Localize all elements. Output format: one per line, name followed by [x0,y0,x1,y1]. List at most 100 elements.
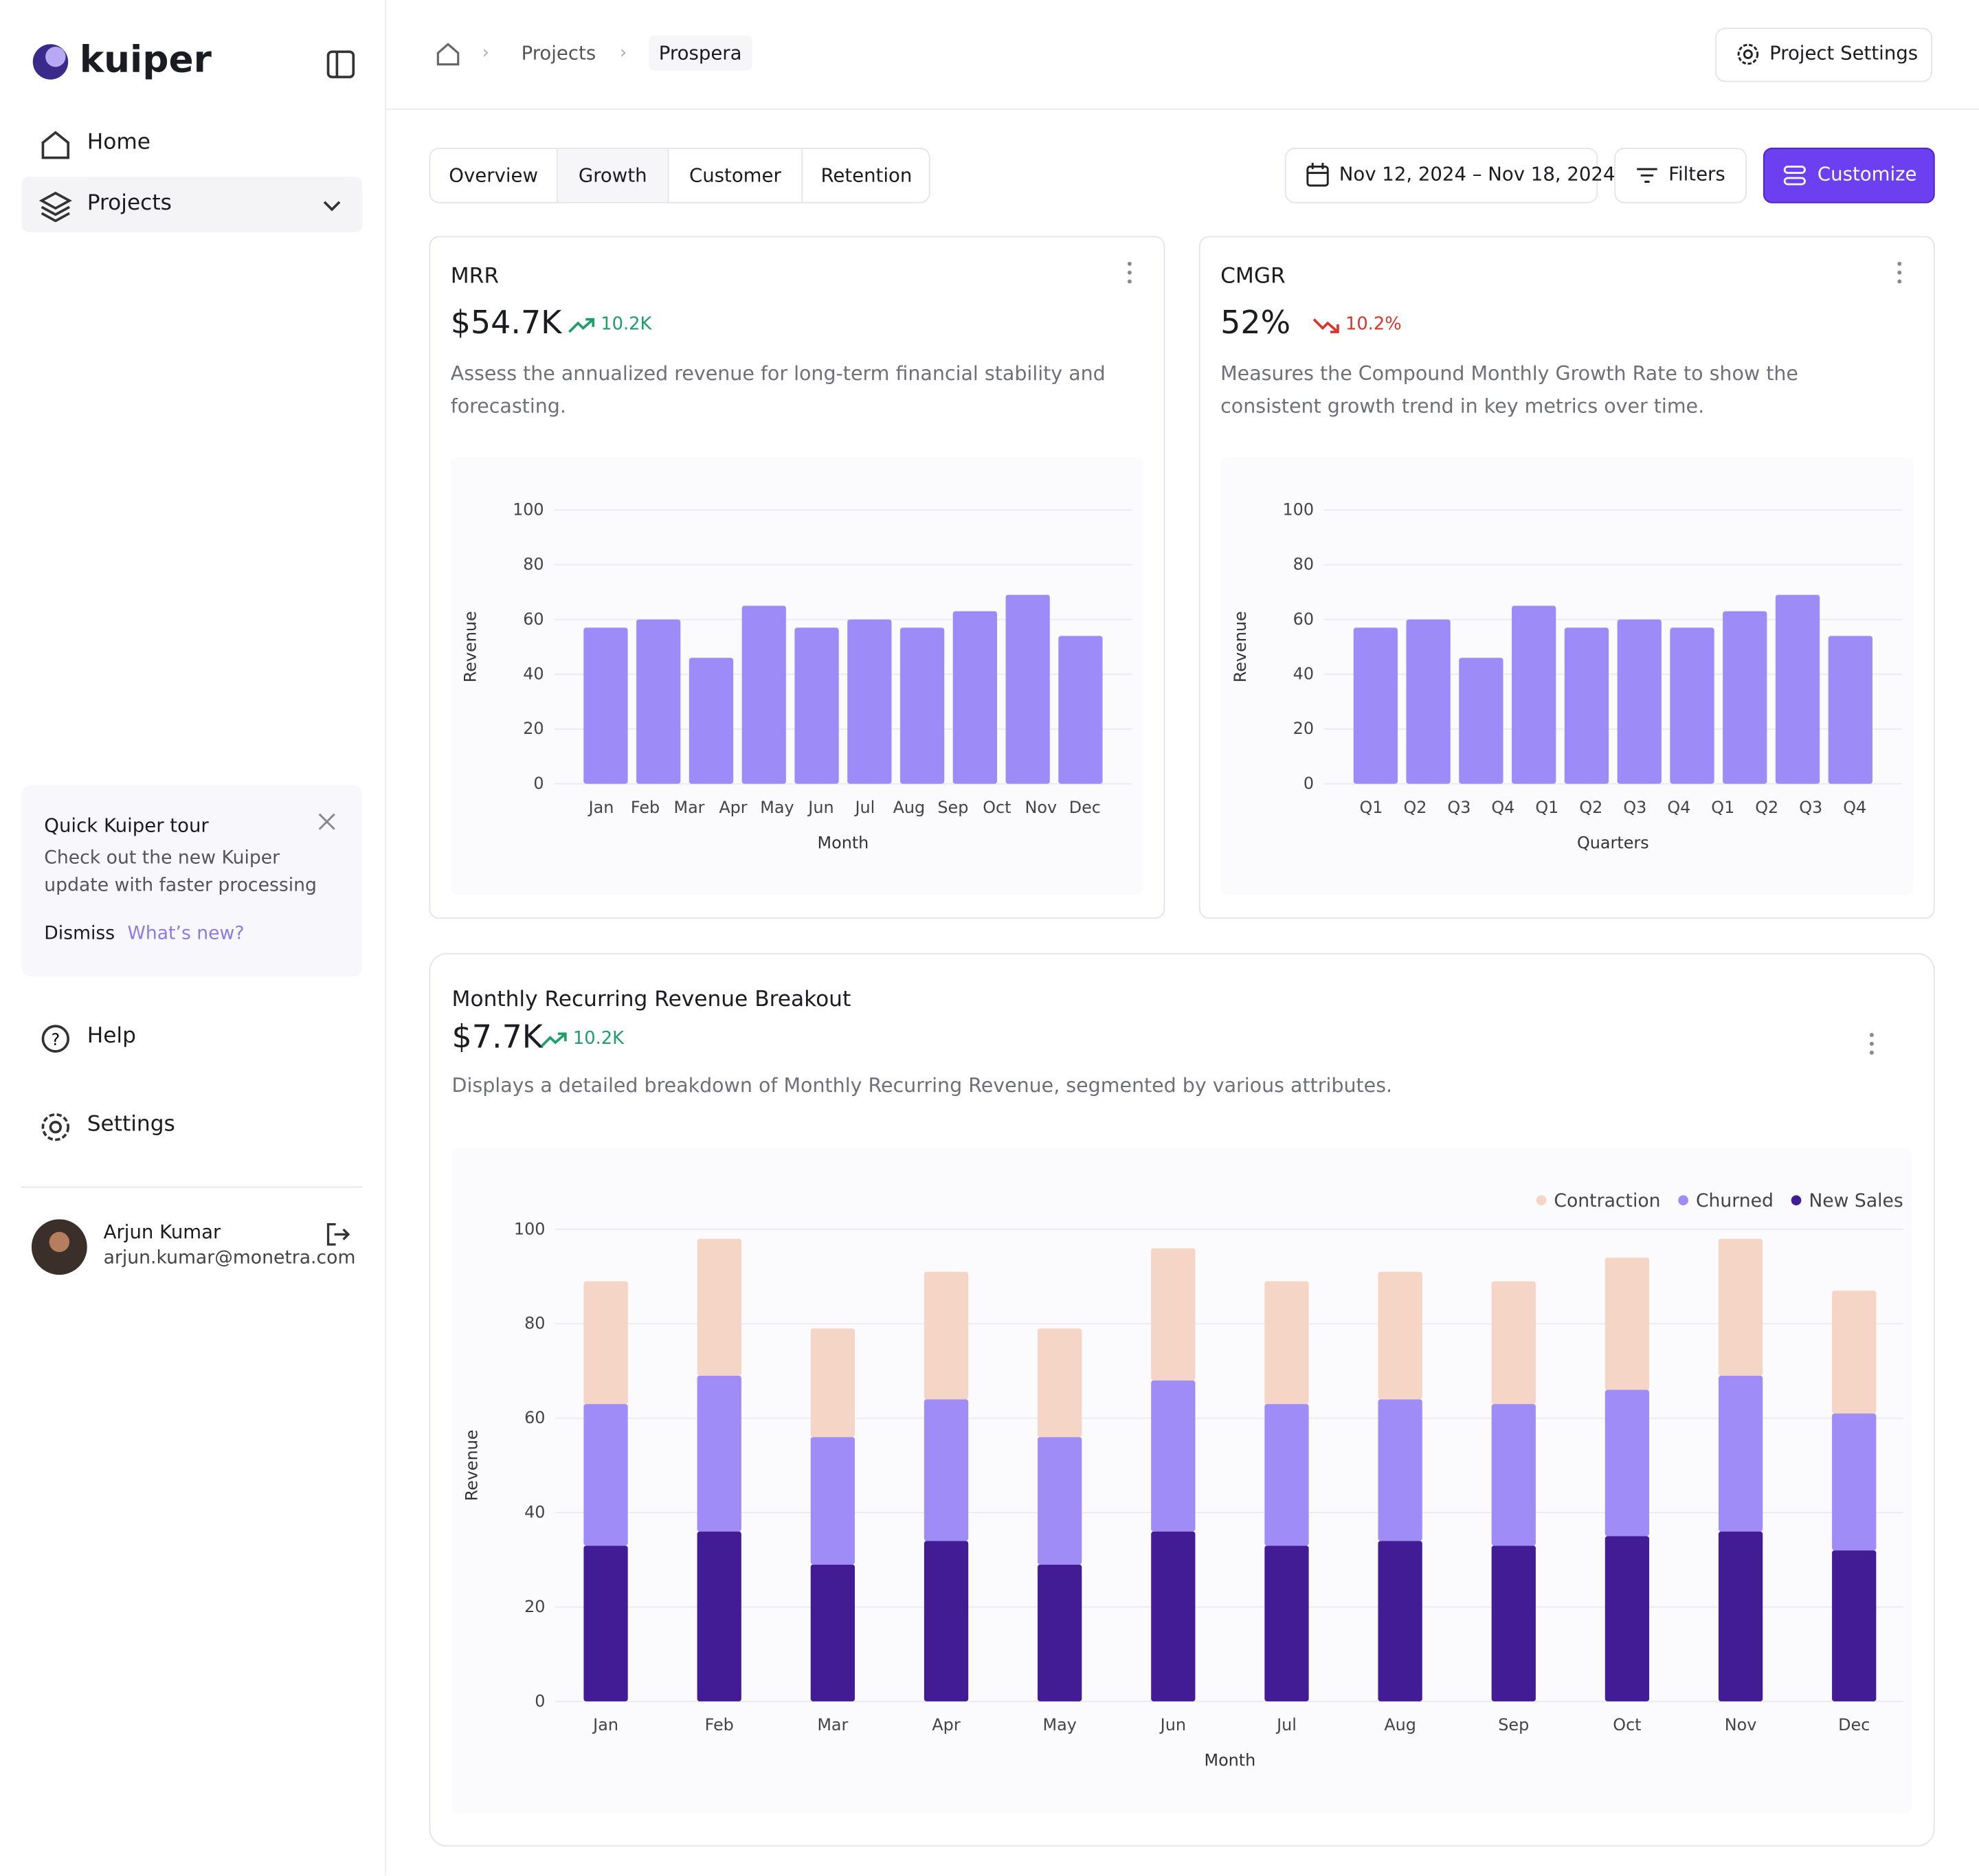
y-tick-label: 100 [514,1219,546,1238]
y-axis-title: Revenue [1231,611,1250,682]
bar [1459,658,1503,784]
bar [1353,627,1398,784]
y-tick-label: 40 [524,1502,545,1521]
tour-title: Quick Kuiper tour [44,814,209,837]
bar [1670,627,1714,784]
customize-button[interactable] [1763,147,1935,203]
x-tick-label: Feb [705,1715,734,1734]
card-description: Displays a detailed breakdown of Monthly… [451,1074,1393,1097]
x-tick-label: Dec [1069,798,1101,817]
x-tick-label: Apr [719,798,747,817]
collapse-icon[interactable] [326,49,356,80]
date-button[interactable] [1284,147,1598,203]
bar [1828,636,1872,784]
bar [1058,636,1103,784]
bar-segment [1832,1550,1877,1701]
y-tick-label: 40 [523,665,544,684]
nav-item[interactable]: Projects [87,190,172,216]
menu-dots[interactable] [1866,1031,1878,1057]
sidebar-border [385,0,387,1876]
nav-item[interactable]: Help [87,1023,136,1049]
logout-icon[interactable] [324,1220,352,1248]
chevron[interactable] [321,194,344,217]
x-tick-label: Nov [1725,1715,1757,1734]
chart-panel: 0 20 40 60 80 100 Jan Feb Mar Apr May Jun Jul Aug Sep O… [451,1148,1912,1814]
card-change: 10.2K [568,314,651,335]
crumb-sep: › [482,43,489,63]
y-tick-label: 0 [535,1691,545,1710]
breadcrumb[interactable]: Prospera [649,35,752,71]
nav-item[interactable]: Home [87,130,150,155]
bar-segment [1151,1380,1196,1532]
chart: 0 20 40 60 80 100 Q1 Q2 Q3 Q4 Q1 Q2 Q3 Q4 Q1 Q2 Q3 Q4 Quar… [1231,500,1902,852]
bar-segment [1264,1404,1309,1546]
card-title: Monthly Recurring Revenue Breakout [451,987,851,1013]
date-range[interactable]: Nov 12, 2024 – Nov 18, 2024 [1339,162,1615,186]
bar-segment [810,1437,856,1565]
trend-arrow [540,1032,567,1047]
home-icon [41,131,70,159]
menu-dots[interactable] [1123,260,1136,285]
x-tick-label: Oct [1613,1715,1641,1734]
breadcrumb[interactable]: Projects [521,41,596,65]
bar-segment [810,1328,856,1438]
card-change: 10.2K [540,1029,624,1049]
bar [847,619,892,784]
x-tick-label: Feb [631,798,660,817]
bar-segment [1378,1399,1422,1541]
logo-icon [32,44,69,80]
x-tick-label: Q1 [1359,798,1383,817]
bar-segment [1718,1238,1763,1376]
projects-icon [38,191,72,223]
bar-segment [1718,1375,1763,1532]
x-tick-label: Q2 [1755,798,1778,817]
close-icon[interactable] [317,812,337,831]
legend-label: Churned [1696,1190,1774,1211]
card-title: MRR [450,263,500,289]
card-change: 10.2% [1312,314,1402,335]
help-icon: ? [41,1025,70,1053]
legend-label: New Sales [1809,1190,1903,1211]
card-value: 52% [1220,304,1291,341]
y-tick-label: 60 [1293,610,1314,629]
x-tick-label: Q3 [1623,798,1646,817]
tab[interactable]: Customer [669,148,803,202]
bar-segment [1264,1281,1309,1405]
legend-swatch [1791,1195,1802,1206]
bar-segment [583,1281,628,1405]
settings-icon [41,1113,70,1141]
bar-segment [1832,1291,1877,1414]
x-tick-label: Aug [893,798,926,817]
trend-icon [540,1032,567,1047]
bar-segment [1151,1248,1196,1381]
customize-label[interactable]: Customize [1817,162,1917,186]
tab[interactable]: Growth [557,148,669,202]
chart: 0 20 40 60 80 100 Jan Feb Mar Apr May Jun Jul Aug Sep O… [460,500,1132,852]
x-tick-label: Jun [807,798,834,817]
tab[interactable]: Overview [430,148,558,202]
home-crumb[interactable] [434,41,462,68]
y-axis-title: Revenue [460,611,480,682]
bar [794,627,839,784]
bar-segment [1491,1404,1536,1546]
x-tick-label: Dec [1838,1715,1870,1734]
x-tick-label: Jan [592,1715,618,1734]
bar-segment [1491,1545,1536,1701]
brand: kuiper [79,38,212,81]
tour-text: Check out the new Kuiper update with fas… [44,848,317,897]
filters-label[interactable]: Filters [1668,162,1725,186]
bar [1723,611,1767,784]
settings-label[interactable]: Project Settings [1769,41,1919,65]
filters-button[interactable] [1614,147,1747,203]
whats-new[interactable]: What’s new? [127,924,245,944]
chart-panel: 0 20 40 60 80 100 Jan Feb Mar Apr May Jun Jul Aug Sep O… [450,456,1144,895]
tab[interactable]: Retention [820,164,913,187]
legend-label: Contraction [1554,1190,1660,1211]
nav-item[interactable]: Settings [87,1112,175,1137]
menu-dots[interactable] [1893,260,1905,285]
bar-segment [1151,1531,1196,1701]
x-axis-title: Month [818,833,869,852]
y-tick-label: 20 [524,1597,545,1616]
dismiss[interactable]: Dismiss [44,924,115,944]
header-border [386,108,1979,110]
